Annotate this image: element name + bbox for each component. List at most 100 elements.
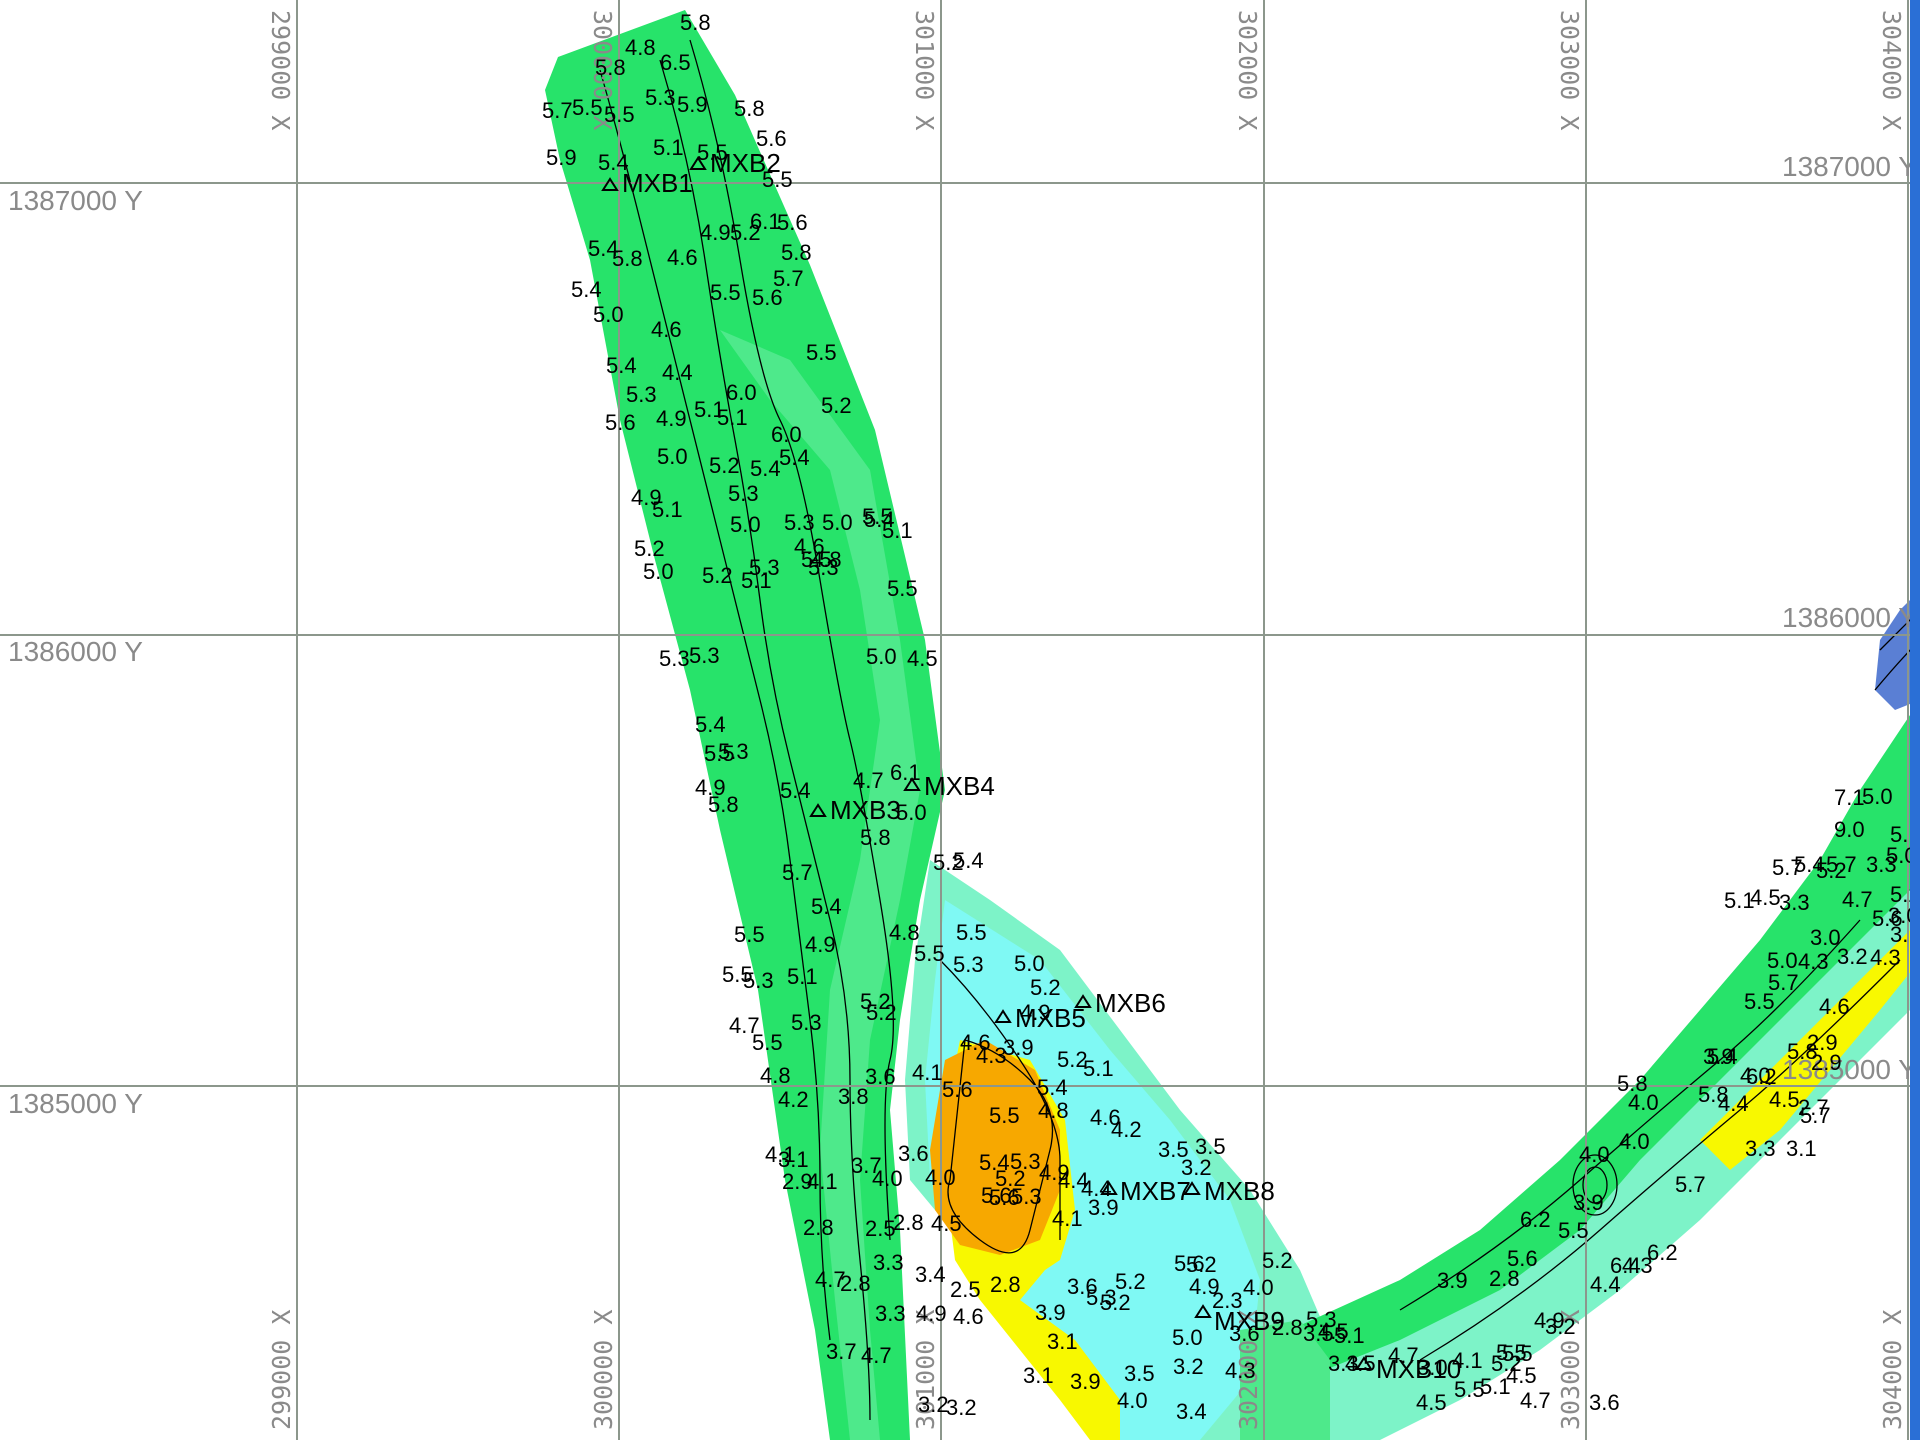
contour-value-label: 5.2 xyxy=(866,1000,897,1025)
contour-value-label: 5.7 xyxy=(1768,970,1799,995)
contour-value-label: 3.0 xyxy=(1810,925,1841,950)
well-mxb4[interactable]: MXB4 xyxy=(903,771,995,801)
contour-value-label: 6.2 xyxy=(1647,1240,1678,1265)
well-mxb10[interactable]: MXB10 xyxy=(1355,1354,1461,1384)
x-label-top: 303000 X xyxy=(1555,10,1584,130)
contour-value-label: 5.3 xyxy=(784,510,815,535)
contour-value-label: 5.0 xyxy=(1014,951,1045,976)
contour-value-label: 3.9 xyxy=(1003,1035,1034,1060)
well-label: MXB3 xyxy=(830,795,901,825)
contour-value-label: 4.9 xyxy=(916,1301,947,1326)
contour-value-label: 5.3 xyxy=(1086,1285,1117,1310)
contour-value-label: 5.8 xyxy=(860,825,891,850)
contour-value-label: 4.1 xyxy=(1452,1348,1483,1373)
contour-value-label: 5.3 xyxy=(743,968,774,993)
contour-value-label: 5.7 xyxy=(782,860,813,885)
contour-value-label: 5.3 xyxy=(626,382,657,407)
contour-value-label: 5.4 xyxy=(811,894,842,919)
contour-value-label: 5.5 xyxy=(1454,1377,1485,1402)
contour-value-label: 5.3 xyxy=(791,1010,822,1035)
contour-value-label: 5.1 xyxy=(1480,1374,1511,1399)
contour-value-label: 4.1 xyxy=(807,1169,838,1194)
well-label: MXB8 xyxy=(1204,1176,1275,1206)
contour-value-label: 5.1 xyxy=(652,497,683,522)
well-mxb9[interactable]: MXB9 xyxy=(1194,1304,1285,1336)
contour-value-label: 4.6 xyxy=(667,245,698,270)
contour-value-label: 5.1 xyxy=(694,397,725,422)
contour-value-label: 4.8 xyxy=(625,35,656,60)
contour-value-label: 5.6 xyxy=(752,285,783,310)
contour-value-label: 5.1 xyxy=(653,135,684,160)
contour-value-label: 4.9 xyxy=(700,220,731,245)
contour-value-label: 5.5 xyxy=(697,140,728,165)
contour-value-label: 4.9 xyxy=(1039,1160,1070,1185)
contour-value-label: 5.8 xyxy=(595,55,626,80)
contour-value-label: 4.0 xyxy=(1579,1142,1610,1167)
contour-value-label: 4.5 xyxy=(1416,1390,1447,1415)
contour-value-label: 5.6 xyxy=(1872,906,1903,931)
contour-value-label: 5.7 xyxy=(1675,1172,1706,1197)
contour-value-label: 5.0 xyxy=(593,302,624,327)
contour-value-label: 5.2 xyxy=(821,393,852,418)
well-mxb6[interactable]: MXB6 xyxy=(1074,988,1166,1018)
contour-value-label: 5.4 xyxy=(588,236,619,261)
contour-value-label: 4.5 xyxy=(1769,1087,1800,1112)
contour-value-label: 3.0 xyxy=(1417,1355,1448,1380)
contour-value-label: 5.5 xyxy=(734,922,765,947)
well-mxb8[interactable]: MXB8 xyxy=(1183,1176,1275,1206)
contour-value-label: 3.5 xyxy=(1303,1321,1334,1346)
x-label-top: 299000 X xyxy=(266,10,295,130)
well-mxb7[interactable]: MXB7 xyxy=(1100,1176,1191,1206)
contour-value-label: 3.3 xyxy=(1745,1136,1776,1161)
right-band-aqua xyxy=(1300,880,1920,1440)
contour-value-label: 2.3 xyxy=(1212,1288,1243,1313)
well-mxb2[interactable]: MXB2 xyxy=(689,148,781,178)
contour-value-label: 5.6 xyxy=(942,1077,973,1102)
contour-value-label: 4.6 xyxy=(960,1030,991,1055)
contour-value-label: 2.8 xyxy=(893,1210,924,1235)
contour-value-label: 9.0 xyxy=(1834,817,1865,842)
contour-value-label: 5.5 xyxy=(1496,1340,1527,1365)
contour-value-label: 5.4 xyxy=(779,445,810,470)
contour-value-label: 5.2 xyxy=(709,453,740,478)
well-markers: MXB1 MXB2 MXB3 MXB4 MXB5 MXB6 MXB7 MXB8 … xyxy=(601,148,1461,1384)
well-mxb3[interactable]: MXB3 xyxy=(809,795,901,825)
well-mxb5[interactable]: MXB5 xyxy=(994,1003,1086,1033)
contour-value-label: 2.8 xyxy=(803,1215,834,1240)
contour-value-label: 2.8 xyxy=(840,1271,871,1296)
contour-value-label: 5.0 xyxy=(866,644,897,669)
contour-value-label: 5.2 xyxy=(1816,858,1847,883)
contour-value-label: 5.8 xyxy=(1617,1071,1648,1096)
contour-value-label: 4.3 xyxy=(976,1043,1007,1068)
contour-value-label: 3.9 xyxy=(1703,1044,1734,1069)
contour-value-label: 5.3 xyxy=(659,646,690,671)
contour-value-label: 3.3 xyxy=(875,1301,906,1326)
orange-area xyxy=(930,1040,1060,1255)
contour-value-label: 5.5 xyxy=(710,280,741,305)
contour-value-label: 5.5 xyxy=(704,741,735,766)
contour-value-label: 4.2 xyxy=(1111,1117,1142,1142)
contour-value-label: 3.5 xyxy=(1158,1137,1189,1162)
well-mxb1[interactable]: MXB1 xyxy=(601,168,693,198)
right-band-yellow xyxy=(1700,920,1920,1170)
y-label-right: 1387000 Y xyxy=(1782,151,1917,182)
contour-value-label: 4.0 xyxy=(1243,1275,1274,1300)
contour-value-label: 5.4 xyxy=(1037,1075,1068,1100)
contour-value-label: 3.6 xyxy=(1067,1274,1098,1299)
contour-value-label: 6.2 xyxy=(1746,1064,1777,1089)
contour-value-label: 4.9 xyxy=(1020,1000,1051,1025)
contour-value-label: 3.3 xyxy=(1779,890,1810,915)
contour-value-label: 5.5 xyxy=(1558,1218,1589,1243)
contour-value-label: 5.4 xyxy=(571,277,602,302)
x-label-top: 302000 X xyxy=(1233,10,1262,130)
contour-value-label: 5.1 xyxy=(1724,888,1755,913)
contour-value-label: 5.5 xyxy=(1502,1341,1533,1366)
contour-value-label: 5.2 xyxy=(1186,1252,1217,1277)
contour-value-label: 5.3 xyxy=(1011,1184,1042,1209)
contour-value-label: 4.7 xyxy=(1388,1343,1419,1368)
x-label-bottom: 301000 X xyxy=(911,1310,940,1430)
contour-value-label: 3.4 xyxy=(915,1262,946,1287)
contour-value-label: 5.6 xyxy=(756,126,787,151)
contour-value-label: 2.8 xyxy=(1489,1266,1520,1291)
contour-value-label: 2.7 xyxy=(1798,1095,1829,1120)
